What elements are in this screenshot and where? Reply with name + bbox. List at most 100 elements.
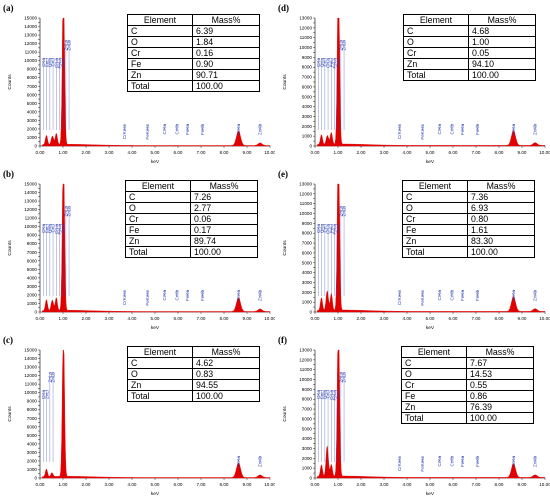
peak-label: ZnKb (258, 124, 263, 135)
y-tick-label: 6000 (302, 250, 313, 255)
x-tick-label: 2.00 (357, 316, 366, 321)
element-cell: Zn (125, 235, 191, 247)
mass-cell: 100.00 (467, 246, 535, 258)
x-axis-label: keV (426, 325, 435, 331)
y-tick-label: 10000 (299, 45, 312, 50)
x-tick-label: 0.00 (311, 150, 320, 155)
y-tick-label: 8000 (302, 231, 313, 236)
table-row: C 4.68 (403, 25, 536, 37)
mass-cell: 0.80 (467, 213, 535, 225)
x-tick-label: 9.00 (243, 150, 252, 155)
peak-label: CrKesc (122, 123, 127, 139)
peak-label: FeKb (475, 124, 480, 135)
composition-table: Element Mass% C 6.39 O 1.84 Cr 0.16 Fe 0.90 Zn 90.7… (127, 14, 260, 92)
y-tick-label: 14000 (24, 356, 37, 361)
peak-label: ZnKb (533, 290, 538, 301)
mass-cell: 14.53 (466, 368, 534, 380)
element-cell: Total (127, 390, 193, 402)
y-tick-label: 10000 (24, 58, 37, 63)
composition-table: Element Mass% C 7.67 O 14.53 Cr 0.55 Fe 0.86 Zn 76.… (401, 346, 534, 424)
x-tick-label: 1.00 (334, 150, 343, 155)
mass-cell: 6.93 (467, 202, 535, 214)
y-tick-label: 7000 (27, 84, 38, 89)
table-header-element: Element (127, 346, 193, 358)
table-header-row: Element Mass% (127, 14, 260, 26)
y-tick-label: 4000 (27, 109, 38, 114)
peak-label: ZnLa (47, 372, 52, 383)
spectrum-area (317, 349, 546, 479)
x-tick-label: 7.00 (472, 482, 481, 487)
y-tick-label: 0 (309, 310, 312, 315)
x-tick-label: 1.00 (334, 482, 343, 487)
spectrum-peak (51, 139, 53, 141)
element-cell: Zn (127, 69, 193, 81)
peak-label: ZnLl (44, 390, 49, 399)
peak-label: CrLa (54, 58, 59, 68)
y-tick-label: 1000 (302, 466, 313, 471)
element-cell: C (127, 357, 193, 369)
element-cell: Cr (402, 213, 468, 225)
y-tick-label: 15000 (24, 348, 37, 353)
x-tick-label: 0.00 (311, 316, 320, 321)
mass-cell: 83.30 (467, 235, 535, 247)
spectrum-peak (55, 298, 57, 300)
y-tick-label: 10000 (24, 390, 37, 395)
peak-label: FeLa (332, 390, 337, 401)
mass-cell: 1.00 (468, 36, 536, 48)
peak-label: ZnKb (533, 124, 538, 135)
y-axis-label: Counts (282, 74, 288, 90)
peak-label: CrKb (449, 456, 454, 467)
x-tick-label: 8.00 (220, 150, 229, 155)
y-tick-label: 12000 (299, 357, 312, 362)
table-row: Cr 0.80 (402, 213, 535, 225)
x-tick-label: 4.00 (403, 316, 412, 321)
spectrum-area (42, 183, 271, 313)
table-row: Total 100.00 (125, 246, 258, 258)
eds-spectrum-chart: (f) 0 1000 2000 3000 4000 5000 6000 7000 8000 9000… (278, 335, 550, 497)
table-row: Fe 0.86 (401, 390, 534, 402)
x-tick-label: 5.00 (151, 482, 160, 487)
spectrum-peak (62, 213, 64, 215)
mass-cell: 2.77 (190, 202, 258, 214)
spectrum-peak (55, 134, 57, 136)
peak-label: CrLl (326, 390, 331, 398)
x-tick-label: 9.00 (518, 150, 527, 155)
mass-cell: 100.00 (468, 69, 536, 81)
peak-label: CrLa (326, 224, 331, 234)
peak-label: FeKa (460, 456, 465, 467)
y-tick-label: 4000 (302, 436, 313, 441)
peak-label: FeLl (44, 58, 49, 67)
y-tick-label: 15000 (24, 16, 37, 21)
peak-label: CrKesc (397, 123, 402, 139)
spectrum-peak (338, 68, 340, 70)
x-tick-label: 0.00 (36, 482, 45, 487)
table-header-element: Element (402, 180, 468, 192)
peak-label: ZnKb (258, 290, 263, 301)
peak-label: FeKb (475, 290, 480, 301)
table-row: Total 100.00 (401, 412, 534, 424)
peak-label: FeKesc (420, 123, 425, 139)
y-tick-label: 6000 (27, 424, 38, 429)
element-cell: Total (127, 80, 193, 92)
x-tick-label: 5.00 (151, 150, 160, 155)
mass-cell: 1.84 (192, 36, 260, 48)
peak-label: FeLl (329, 224, 334, 233)
element-cell: Zn (402, 235, 468, 247)
y-axis-label: Counts (282, 240, 288, 256)
peak-label: ZnLa (338, 206, 343, 217)
y-tick-label: 7000 (27, 250, 38, 255)
eds-spectrum-chart: (b) 0 1000 2000 3000 4000 5000 6000 7000 8000 9000… (3, 169, 275, 331)
peak-label: CrKa (437, 124, 442, 135)
x-tick-label: 10.00 (264, 482, 275, 487)
panel-label: (c) (3, 335, 13, 345)
peak-label: ZnLl (335, 58, 340, 67)
table-row: O 2.77 (125, 202, 258, 214)
peak-label: ZnLb (342, 206, 347, 217)
spectrum-peak (338, 237, 340, 239)
x-tick-label: 5.00 (426, 482, 435, 487)
x-tick-label: 9.00 (518, 482, 527, 487)
x-tick-label: 7.00 (197, 316, 206, 321)
table-header-row: Element Mass% (401, 346, 534, 358)
peak-label: ZnLl (60, 224, 65, 233)
x-tick-label: 1.00 (59, 482, 68, 487)
